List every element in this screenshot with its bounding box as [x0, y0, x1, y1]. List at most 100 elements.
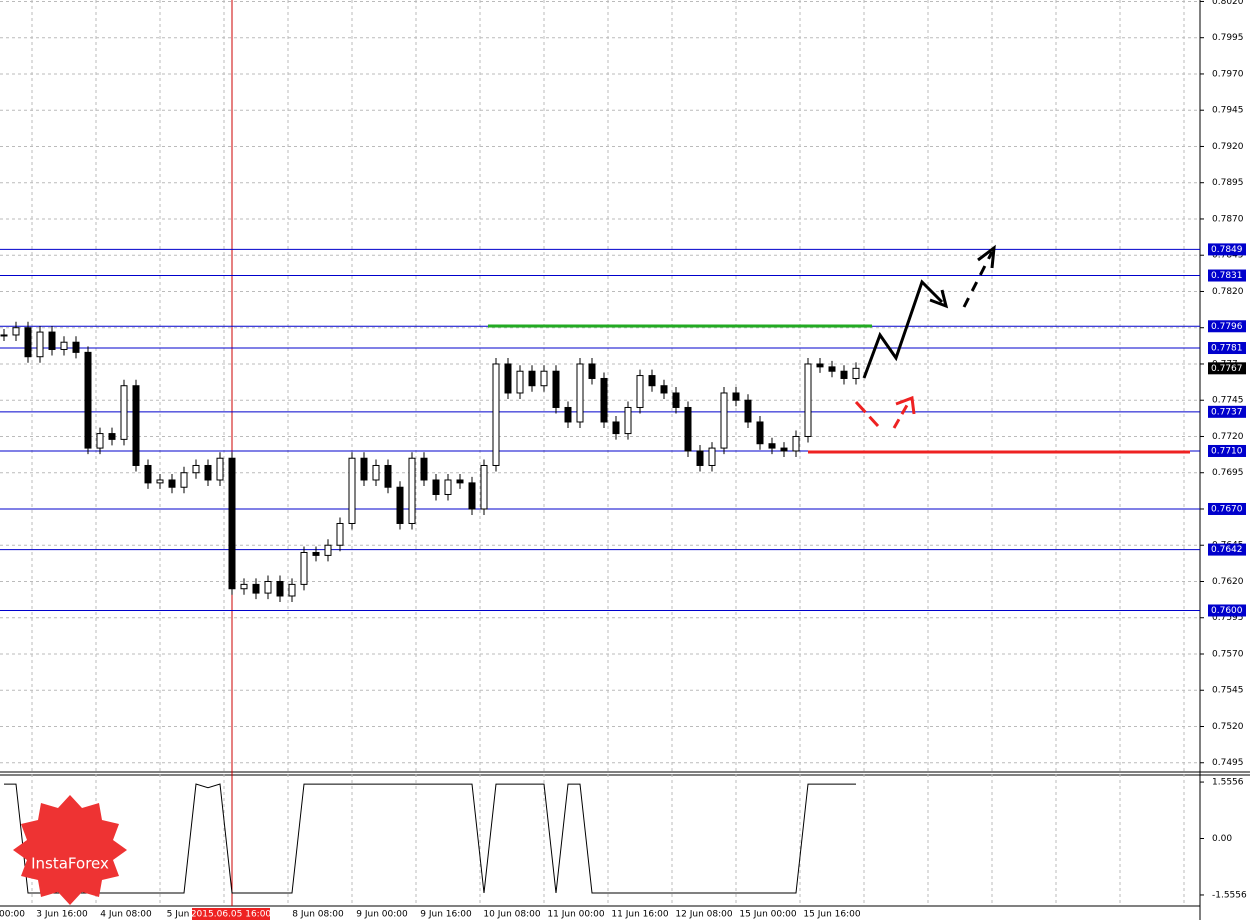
candle — [84, 351, 92, 449]
candle — [804, 363, 812, 437]
x-tick-label: 11 Jun 16:00 — [611, 910, 668, 920]
x-label-highlight — [192, 908, 270, 920]
x-tick-label: 10 Jun 08:00 — [483, 910, 540, 920]
y-tick-label: 0.7695 — [1212, 468, 1244, 478]
candle — [840, 370, 848, 379]
price-label: 0.7767 — [1211, 364, 1243, 374]
candle — [816, 363, 824, 368]
level-label: 0.7642 — [1211, 545, 1243, 555]
ind-tick-label: 0.00 — [1212, 834, 1232, 844]
alt-arrow — [854, 400, 880, 428]
level-tag — [1208, 269, 1246, 282]
level-tag — [1208, 342, 1246, 355]
level-label: 0.7796 — [1211, 322, 1243, 332]
y-tick-label: 0.7845 — [1212, 251, 1244, 261]
x-tick-label: 9 Jun 00:00 — [356, 910, 408, 920]
arrow-head — [895, 395, 916, 415]
candle — [120, 385, 128, 440]
candle — [588, 363, 596, 379]
candle — [384, 464, 392, 488]
candle — [96, 433, 104, 449]
level-tag — [1208, 320, 1246, 333]
candle — [396, 486, 404, 524]
candle — [240, 583, 248, 590]
level-label: 0.7781 — [1211, 344, 1243, 354]
y-tick-label: 0.7820 — [1212, 287, 1244, 297]
candle — [456, 479, 464, 484]
candle — [204, 464, 212, 481]
candle — [264, 580, 272, 594]
candle — [492, 363, 500, 466]
y-tick-label: 0.7495 — [1212, 758, 1244, 768]
logo-text: InstaForex — [31, 855, 109, 873]
candle — [636, 375, 644, 408]
candle — [192, 464, 200, 474]
candle — [12, 327, 20, 336]
candle — [540, 370, 548, 387]
arrow-head — [929, 289, 949, 309]
level-tag — [1208, 604, 1246, 617]
candle — [324, 544, 332, 556]
candle — [768, 443, 776, 449]
y-tick-label: 0.8020 — [1212, 0, 1244, 7]
candle — [0, 334, 8, 337]
candle — [288, 583, 296, 597]
level-label: 0.7710 — [1211, 446, 1243, 456]
y-tick-label: 0.7945 — [1212, 106, 1244, 116]
candle — [564, 406, 572, 423]
candle — [672, 392, 680, 408]
arrow-head — [977, 244, 996, 269]
level-label: 0.7849 — [1211, 245, 1243, 255]
candle — [468, 482, 476, 510]
candle — [432, 479, 440, 495]
plot-bg — [0, 0, 1200, 920]
y-tick-label: 0.7720 — [1212, 432, 1244, 442]
level-label: 0.7600 — [1211, 606, 1243, 616]
y-tick-label: 0.7620 — [1212, 577, 1244, 587]
logo-badge — [13, 795, 127, 905]
candle — [852, 367, 860, 379]
candle — [24, 327, 32, 358]
candle — [612, 421, 620, 435]
candle — [144, 464, 152, 484]
candle — [660, 385, 668, 394]
candle — [744, 399, 752, 423]
candle — [252, 583, 260, 594]
x-tick-label: 4 Jun 08:00 — [100, 910, 152, 920]
x-tick-label: 15 Jun 16:00 — [803, 910, 860, 920]
level-label: 0.7670 — [1211, 504, 1243, 514]
y-tick-label: 0.7920 — [1212, 142, 1244, 152]
level-tag — [1208, 444, 1246, 457]
logo: InstaForex — [13, 795, 127, 905]
candle — [600, 377, 608, 423]
candle — [348, 457, 356, 524]
ind-tick-label: -1.5556 — [1212, 890, 1247, 900]
y-tick-label: 0.7995 — [1212, 33, 1244, 43]
candle — [48, 331, 56, 350]
y-tick-label: 0.7970 — [1212, 69, 1244, 79]
candle — [60, 341, 68, 350]
candle — [216, 457, 224, 481]
y-tick-label: 0.7570 — [1212, 649, 1244, 659]
x-tick-label: 8 Jun 08:00 — [292, 910, 344, 920]
y-tick-label: 0.7745 — [1212, 396, 1244, 406]
candle — [528, 370, 536, 387]
candle — [156, 479, 164, 484]
level-tag — [1208, 543, 1246, 556]
level-label: 0.7831 — [1211, 271, 1243, 281]
candle — [516, 370, 524, 394]
price-tag — [1208, 362, 1246, 375]
candle — [408, 457, 416, 524]
candle — [180, 472, 188, 488]
candle — [300, 551, 308, 585]
candle — [276, 580, 284, 597]
x-tick-label: 00:00 — [0, 910, 25, 920]
y-tick-label: 0.7895 — [1212, 178, 1244, 188]
candle — [780, 447, 788, 452]
candle — [792, 435, 800, 452]
candle — [828, 366, 836, 372]
indicator-line — [4, 783, 856, 894]
candle — [360, 457, 368, 481]
candle — [420, 457, 428, 481]
x-tick-label: 15 Jun 00:00 — [739, 910, 796, 920]
